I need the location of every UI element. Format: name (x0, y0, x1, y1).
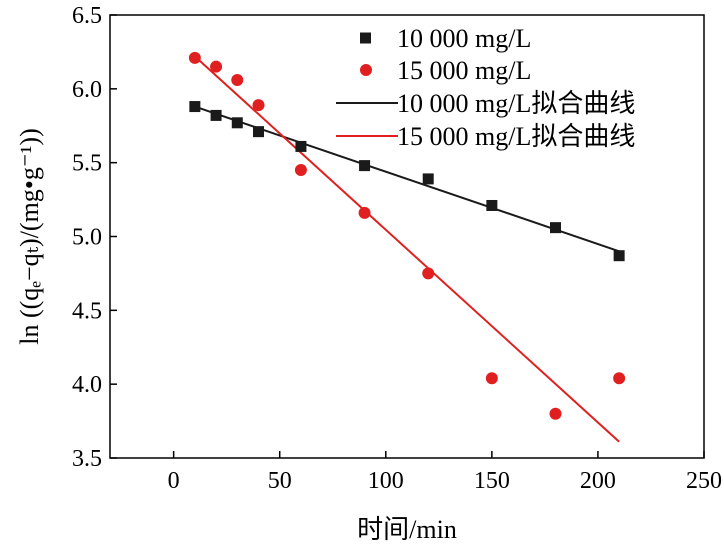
y-axis-label: ln ((qₑ−qₜ)/(mg•g⁻¹)) (15, 128, 44, 344)
legend: 10 000 mg/L 15 000 mg/L 10 000 mg/L拟合曲线 15 … (336, 24, 635, 151)
y-tick-label: 6.5 (72, 3, 102, 29)
square-point (253, 126, 264, 138)
circle-point (231, 73, 244, 86)
x-tick-label: 150 (474, 468, 510, 494)
square-point (210, 109, 222, 121)
legend-label: 15 000 mg/L拟合曲线 (397, 122, 635, 151)
circle-point (358, 206, 371, 219)
data-points (188, 51, 626, 420)
square-point (486, 199, 498, 211)
circle-point (210, 60, 223, 73)
x-axis-label: 时间/min (357, 515, 457, 544)
square-point (231, 117, 243, 129)
fit-line (194, 105, 620, 253)
legend-label: 10 000 mg/L (397, 24, 531, 53)
y-tick-label: 3.5 (72, 446, 102, 472)
square-point (189, 101, 201, 113)
x-tick-label: 200 (580, 468, 616, 494)
circle-point (294, 164, 307, 177)
square-point (422, 173, 434, 185)
x-tick-label: 100 (368, 468, 404, 494)
y-tick-label: 5.0 (72, 225, 102, 251)
circle-point (613, 372, 626, 385)
y-tick-label: 5.5 (72, 151, 102, 177)
square-point (295, 140, 307, 152)
y-tick-label: 4.5 (72, 298, 102, 324)
legend-label: 10 000 mg/L拟合曲线 (397, 89, 635, 118)
y-tick-label: 6.0 (72, 77, 102, 103)
fit-line (194, 55, 620, 443)
legend-circle-marker (360, 64, 372, 76)
circle-point (422, 267, 435, 280)
fit-lines (194, 55, 620, 443)
square-point (359, 160, 371, 172)
circle-point (485, 372, 498, 385)
x-tick-label: 250 (686, 468, 722, 494)
square-point (550, 222, 561, 234)
legend-square-marker (360, 32, 371, 44)
legend-label: 15 000 mg/L (397, 56, 531, 85)
axis-ticks: 0 50 100 150 200 250 3.5 4.0 4.5 5.0 5.5 6.0 6.5 (72, 3, 722, 494)
circle-point (549, 407, 562, 420)
x-tick-label: 50 (268, 468, 292, 494)
circle-point (252, 99, 265, 112)
x-tick-label: 0 (168, 468, 180, 494)
y-tick-label: 4.0 (72, 372, 102, 398)
square-point (613, 250, 625, 262)
circle-point (188, 51, 201, 64)
